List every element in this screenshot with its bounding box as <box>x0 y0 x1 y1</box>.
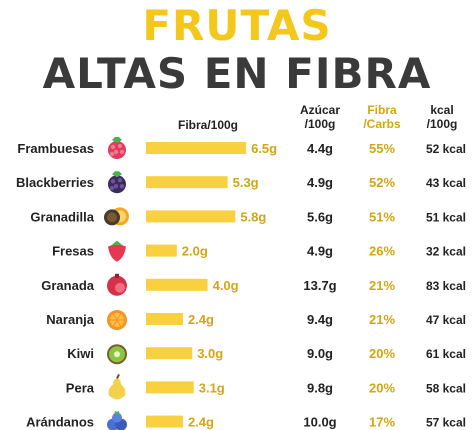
kcal-value: 32 kcal <box>426 245 466 259</box>
kcal-value: 61 kcal <box>426 347 466 361</box>
fibra-carbs-value: 17% <box>369 415 395 430</box>
fibra-value-label: 2.4g <box>188 415 214 430</box>
category-label: Kiwi <box>67 346 94 361</box>
strawberry-icon <box>108 240 126 262</box>
fibra-bar <box>146 278 208 291</box>
fibra-value-label: 5.8g <box>240 209 266 224</box>
azucar-value: 13.7g <box>303 278 336 293</box>
header-fibra: Fibra/100g <box>177 118 239 132</box>
fibra-value-label: 2.4g <box>188 312 214 327</box>
pear-stem <box>116 373 120 379</box>
pomegranate-seeds <box>115 282 125 293</box>
category-label: Frambuesas <box>17 141 94 156</box>
fibra-carbs-value: 20% <box>369 346 395 361</box>
header-azucar: Azúcar /100g <box>299 103 340 131</box>
blueberry-3 <box>112 412 122 423</box>
granadilla-seeds <box>107 212 117 223</box>
azucar-value: 4.9g <box>307 244 333 259</box>
fibra-bar <box>146 415 183 428</box>
granadilla-icon <box>104 207 129 226</box>
blackberry-seed <box>113 184 119 189</box>
kcal-value: 43 kcal <box>426 176 466 190</box>
fibra-carbs-value: 26% <box>369 244 395 259</box>
fibra-bar <box>146 313 183 325</box>
orange-segment <box>113 313 118 321</box>
fibra-bar <box>146 210 236 223</box>
azucar-value: 10.0g <box>303 415 336 430</box>
header-kcal: kcal /100g <box>426 103 458 131</box>
blackberry-seed <box>117 178 123 183</box>
title-line-2: ALTAS EN FIBRA <box>42 49 432 98</box>
kcal-value: 52 kcal <box>426 142 466 156</box>
strawberry-leaf <box>111 240 123 246</box>
raspberry-icon <box>108 137 126 159</box>
kcal-value: 83 kcal <box>426 279 466 293</box>
category-label: Naranja <box>46 312 94 327</box>
pomegranate-icon <box>107 273 127 296</box>
kcal-value: 58 kcal <box>426 381 466 395</box>
fibra-bar <box>146 176 228 189</box>
category-label: Pera <box>66 380 95 395</box>
fibra-bar <box>146 142 247 154</box>
fibra-value-label: 3.0g <box>197 346 223 361</box>
raspberry-seed <box>109 151 115 157</box>
blueberry-icon <box>107 410 127 430</box>
category-label: Granada <box>41 278 95 293</box>
fibra-carbs-value: 51% <box>369 209 395 224</box>
azucar-value: 4.4g <box>307 141 333 156</box>
azucar-value: 9.8g <box>307 380 333 395</box>
azucar-value: 4.9g <box>307 175 333 190</box>
kiwi-core <box>114 351 120 358</box>
fibra-carbs-value: 52% <box>369 175 395 190</box>
strawberry-body <box>108 244 126 262</box>
blackberry-body <box>108 175 126 194</box>
kcal-value: 57 kcal <box>426 416 466 430</box>
raspberry-body <box>108 141 126 159</box>
blackberry-leaf <box>112 171 122 178</box>
pear-body <box>108 378 126 400</box>
fibra-bar <box>146 381 194 394</box>
kiwi-icon <box>107 344 127 365</box>
fibra-value-label: 2.0g <box>182 244 208 259</box>
fibra-value-label: 4.0g <box>213 278 239 293</box>
kcal-value: 51 kcal <box>426 210 466 224</box>
raspberry-seed <box>110 144 116 150</box>
header-fibra-carbs: Fibra /Carbs <box>363 103 401 131</box>
blackberry-seed <box>110 179 116 184</box>
category-label: Granadilla <box>30 209 94 224</box>
fibra-carbs-value: 55% <box>369 141 395 156</box>
fibra-bar <box>146 347 193 360</box>
fibra-value-label: 6.5g <box>251 141 277 156</box>
blackberry-icon <box>108 171 126 194</box>
blackberry-seed <box>109 186 115 191</box>
raspberry-seed <box>113 149 119 155</box>
fibra-bar <box>146 244 177 257</box>
raspberry-leaf <box>112 137 122 143</box>
pear-icon <box>108 373 126 400</box>
azucar-value: 9.0g <box>307 346 333 361</box>
category-label: Arándanos <box>26 415 94 430</box>
raspberry-seed <box>119 149 125 155</box>
fibra-carbs-value: 21% <box>369 312 395 327</box>
pomegranate-crown <box>115 273 119 278</box>
kcal-value: 47 kcal <box>426 313 466 327</box>
orange-segment <box>116 313 121 321</box>
title-line-1: FRUTAS <box>142 1 332 50</box>
blackberry-seed <box>119 184 125 189</box>
fibra-carbs-value: 20% <box>369 380 395 395</box>
category-label: Fresas <box>52 244 94 259</box>
blueberry-leaf <box>114 410 120 416</box>
orange-segment <box>116 319 121 327</box>
azucar-value: 5.6g <box>307 209 333 224</box>
azucar-value: 9.4g <box>307 312 333 327</box>
orange-segment <box>113 319 118 327</box>
fibra-value-label: 5.3g <box>233 175 259 190</box>
fibra-carbs-value: 21% <box>369 278 395 293</box>
raspberry-seed <box>117 143 123 149</box>
category-label: Blackberries <box>16 175 94 190</box>
fibra-value-label: 3.1g <box>199 380 225 395</box>
orange-icon <box>107 310 127 330</box>
